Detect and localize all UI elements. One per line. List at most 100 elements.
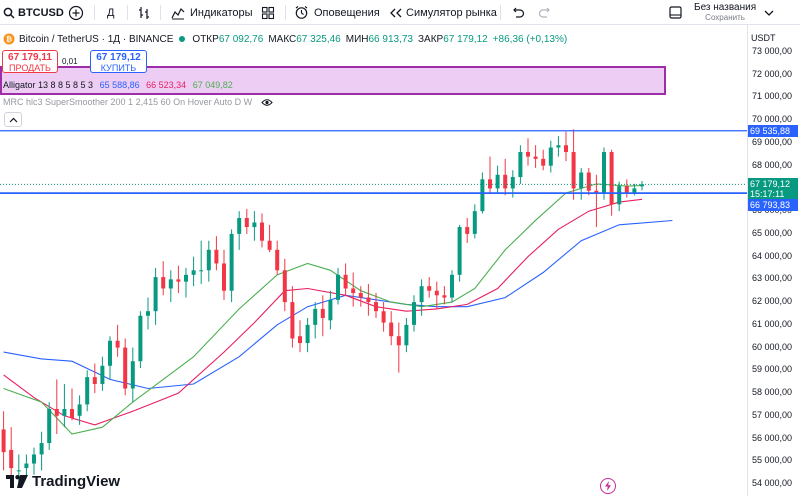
candle — [206, 240, 211, 282]
candle — [374, 293, 378, 319]
candle — [62, 383, 67, 428]
flash-button[interactable] — [600, 478, 616, 494]
price-tick: 69 000,00 — [752, 136, 793, 147]
price-tick: 72 000,00 — [752, 68, 793, 79]
replay-button[interactable]: Симулятор рынка — [389, 0, 497, 25]
candle — [472, 204, 477, 239]
candle-body — [138, 315, 143, 362]
sell-button[interactable]: 67 179,11 ПРОДАТЬ — [2, 50, 58, 73]
candle — [146, 297, 150, 330]
alerts-button[interactable]: Оповещения — [294, 0, 380, 25]
alligator-legend[interactable]: Alligator 13 8 8 5 8 5 3 65 588,86 66 52… — [3, 80, 233, 90]
bitcoin-logo-icon: ₿ — [3, 33, 15, 45]
candle-body — [457, 227, 462, 275]
candle — [579, 167, 584, 200]
candle-body — [77, 404, 82, 416]
candle — [191, 256, 196, 287]
candle — [130, 347, 135, 403]
candle-body — [146, 311, 150, 316]
candle — [495, 165, 500, 193]
candle-body — [526, 152, 530, 157]
price-tick: 56 000,00 — [752, 432, 793, 443]
candle-body — [1, 429, 6, 453]
alligator-teeth-line — [3, 198, 643, 426]
candle — [640, 181, 644, 191]
eye-icon[interactable] — [260, 98, 273, 107]
candle-body — [556, 145, 561, 148]
close-key: ЗАКР — [418, 33, 444, 45]
candle-body — [85, 377, 90, 405]
support-price-label: 66 793,83 — [748, 199, 798, 212]
candle — [267, 224, 272, 253]
bar-chart-icon — [139, 6, 149, 19]
candle — [465, 217, 470, 243]
collapse-legend-button[interactable] — [4, 112, 22, 127]
symbol-legend[interactable]: ₿ Bitcoin / TetherUS · 1Д · BINANCE ОТКР… — [3, 32, 572, 46]
candle-body — [396, 336, 401, 346]
candle-body — [343, 274, 348, 289]
candle — [199, 240, 204, 284]
symbol-title: Bitcoin / TetherUS · 1Д · BINANCE — [19, 33, 174, 45]
price-tick: 55 000,00 — [752, 455, 793, 466]
alligator-label: Alligator 13 8 8 5 8 5 3 — [3, 80, 94, 90]
price-tick: 65 000,00 — [752, 227, 793, 238]
tradingview-logo[interactable]: TradingView — [6, 471, 120, 491]
candle — [214, 236, 219, 271]
redo-button[interactable] — [538, 0, 552, 25]
price-chart[interactable] — [0, 0, 747, 496]
candle-body — [389, 322, 394, 337]
support-value: 66 793,83 — [750, 200, 791, 211]
candle — [624, 179, 629, 198]
candle — [526, 138, 530, 166]
mrc-legend[interactable]: MRC hlc3 SuperSmoother 200 1 2,415 60 On… — [3, 97, 273, 107]
candle-body — [381, 311, 386, 323]
high-value: 67 325,46 — [296, 33, 341, 45]
candle-body — [465, 227, 470, 234]
alligator-jaw-line — [3, 219, 673, 390]
price-tick: 63 000,00 — [752, 273, 793, 284]
candle-body — [632, 188, 637, 193]
candle-body — [282, 270, 287, 303]
undo-button[interactable] — [511, 0, 525, 25]
candle-body — [419, 286, 424, 303]
candle-body — [434, 290, 439, 296]
buy-button[interactable]: 67 179,12 КУПИТЬ — [90, 50, 147, 73]
price-tick: 64 000,00 — [752, 250, 793, 261]
candle — [434, 281, 439, 309]
candle-body — [298, 336, 302, 344]
toolbar-divider — [94, 5, 95, 20]
candle — [343, 263, 348, 296]
candle-body — [358, 293, 363, 298]
interval-button[interactable]: Д — [107, 0, 114, 25]
candle — [161, 261, 166, 296]
candle — [548, 140, 553, 173]
indicators-button[interactable]: Индикаторы — [171, 0, 253, 25]
alligator-lines — [3, 183, 673, 435]
price-tick: 71 000,00 — [752, 91, 793, 102]
chart-type-button[interactable] — [137, 0, 151, 25]
symbol-search-button[interactable]: BTCUSD — [3, 0, 64, 25]
layout-dropdown-button[interactable] — [764, 0, 774, 25]
candle — [237, 211, 242, 250]
candle — [70, 388, 74, 421]
candle — [313, 302, 318, 339]
candle-body — [404, 324, 409, 346]
candle-body — [374, 302, 378, 312]
candle-body — [267, 240, 272, 250]
candle-body — [548, 147, 553, 166]
candles — [1, 129, 644, 487]
compare-symbol-button[interactable] — [68, 0, 84, 25]
buy-label: КУПИТЬ — [100, 63, 137, 73]
layout-menu-button[interactable]: Без названия Сохранить — [669, 0, 756, 25]
candle — [153, 268, 158, 325]
candle-body — [609, 152, 614, 205]
price-tick: 60 000,00 — [752, 341, 793, 352]
templates-button[interactable] — [261, 0, 275, 25]
candle-body — [351, 288, 356, 294]
undo-icon — [513, 7, 525, 18]
indicators-label: Индикаторы — [190, 6, 253, 19]
candle-body — [427, 286, 432, 291]
price-axis[interactable] — [747, 25, 800, 496]
candle-body — [503, 174, 508, 189]
